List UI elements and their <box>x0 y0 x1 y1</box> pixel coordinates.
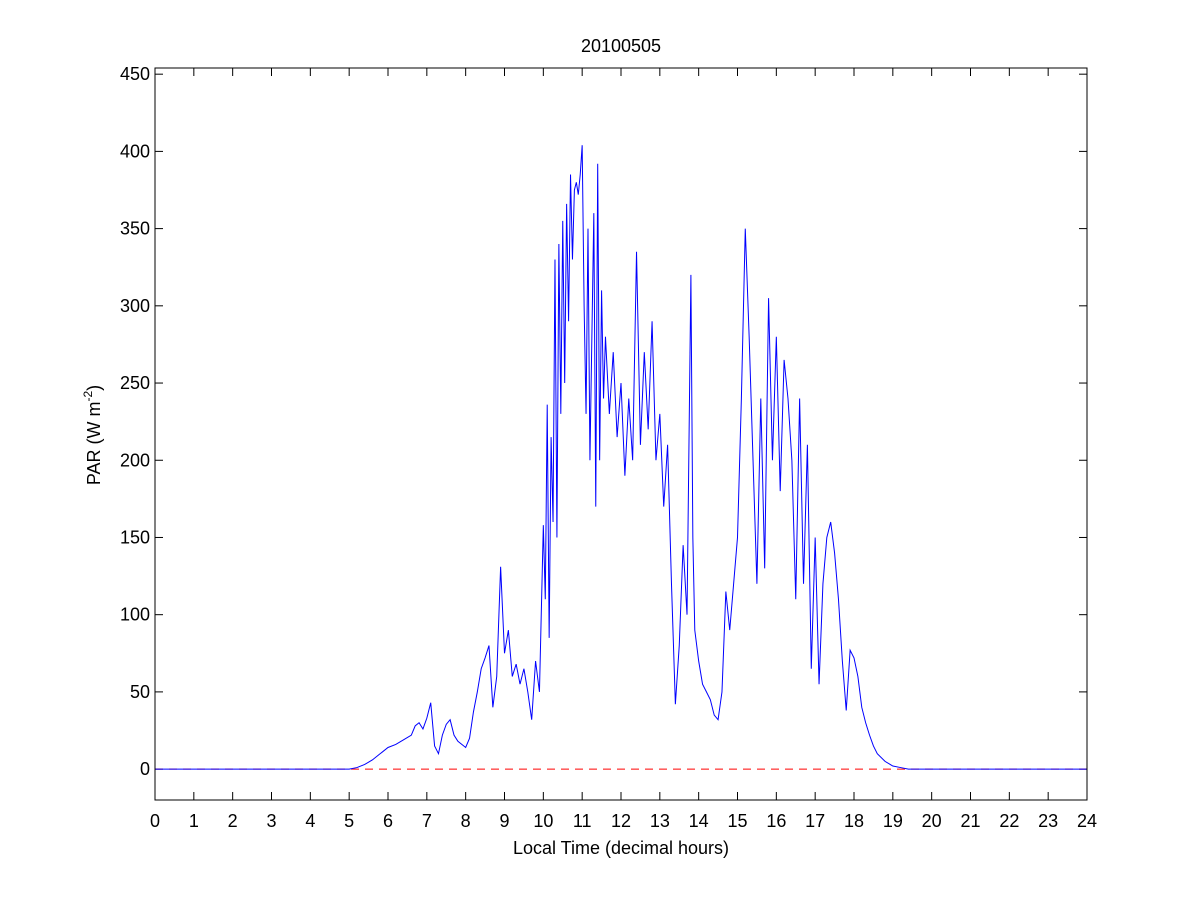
x-tick-label: 12 <box>611 811 631 831</box>
x-tick-label: 19 <box>883 811 903 831</box>
x-tick-label: 20 <box>922 811 942 831</box>
x-tick-label: 0 <box>150 811 160 831</box>
y-label-end: ) <box>84 385 104 391</box>
x-tick-label: 2 <box>228 811 238 831</box>
x-tick-label: 4 <box>305 811 315 831</box>
x-tick-label: 24 <box>1077 811 1097 831</box>
x-tick-label: 15 <box>727 811 747 831</box>
x-tick-label: 10 <box>533 811 553 831</box>
x-tick-label: 6 <box>383 811 393 831</box>
x-tick-label: 8 <box>461 811 471 831</box>
y-label-sup: -2 <box>81 391 95 402</box>
x-tick-label: 13 <box>650 811 670 831</box>
data-line <box>155 145 1087 770</box>
x-tick-label: 17 <box>805 811 825 831</box>
y-tick-label: 150 <box>120 527 150 547</box>
x-tick-label: 5 <box>344 811 354 831</box>
y-tick-label: 400 <box>120 141 150 161</box>
y-tick-label: 250 <box>120 373 150 393</box>
y-tick-label: 450 <box>120 64 150 84</box>
y-tick-label: 300 <box>120 296 150 316</box>
x-tick-label: 21 <box>960 811 980 831</box>
x-tick-label: 23 <box>1038 811 1058 831</box>
chart-title: 20100505 <box>581 36 661 56</box>
x-tick-label: 1 <box>189 811 199 831</box>
y-tick-label: 200 <box>120 450 150 470</box>
plot-frame <box>154 67 1088 801</box>
y-label-main: PAR (W m <box>84 402 104 486</box>
x-tick-label: 3 <box>266 811 276 831</box>
x-tick-label: 16 <box>766 811 786 831</box>
x-tick-label: 7 <box>422 811 432 831</box>
x-tick-label: 18 <box>844 811 864 831</box>
x-tick-label: 9 <box>499 811 509 831</box>
x-tick-label: 11 <box>573 811 592 831</box>
y-tick-label: 0 <box>140 759 150 779</box>
y-tick-label: 100 <box>120 605 150 625</box>
y-tick-label: 50 <box>130 682 150 702</box>
x-axis-label: Local Time (decimal hours) <box>513 838 729 858</box>
x-tick-label: 22 <box>999 811 1019 831</box>
y-axis-label: PAR (W m-2) <box>81 385 104 485</box>
y-tick-label: 350 <box>120 219 150 239</box>
x-tick-label: 14 <box>689 811 709 831</box>
